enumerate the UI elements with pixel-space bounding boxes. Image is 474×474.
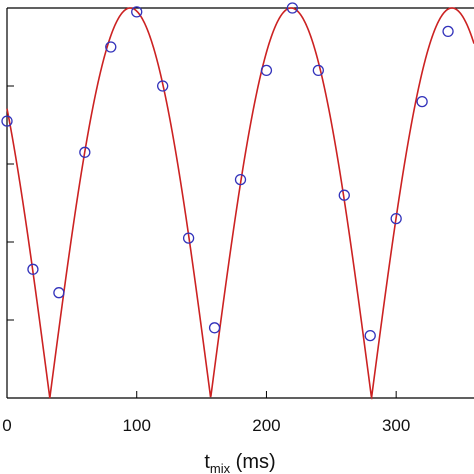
fit-curve [6,7,474,401]
data-point [27,263,39,275]
data-points-layer [1,2,454,342]
x-tick-label: 200 [252,416,280,435]
data-point [53,287,65,299]
x-tick-label: 100 [123,416,151,435]
data-point [312,64,324,77]
data-point [182,232,195,244]
data-point [234,173,247,186]
data-point [390,212,402,225]
fit-curve-layer [6,7,474,401]
x-tick-label: 0 [2,416,11,435]
data-point [131,6,143,18]
x-axis-label-main: t [204,451,210,473]
data-point [157,80,169,92]
data-point [364,329,376,342]
x-axis-label-unit: (ms) [230,451,276,473]
data-point [442,25,454,38]
data-point [79,146,91,158]
data-point [260,64,273,77]
data-point [338,189,350,201]
ticks-layer: 0 100 200 300 [2,7,410,435]
data-point [208,322,221,334]
x-axis-label: tmix (ms) [204,451,275,474]
data-point [416,95,428,108]
data-point [286,2,299,14]
x-axis-label-subscript: mix [210,461,231,474]
data-point [1,115,13,127]
x-tick-label: 300 [382,416,410,435]
data-point [105,41,117,53]
